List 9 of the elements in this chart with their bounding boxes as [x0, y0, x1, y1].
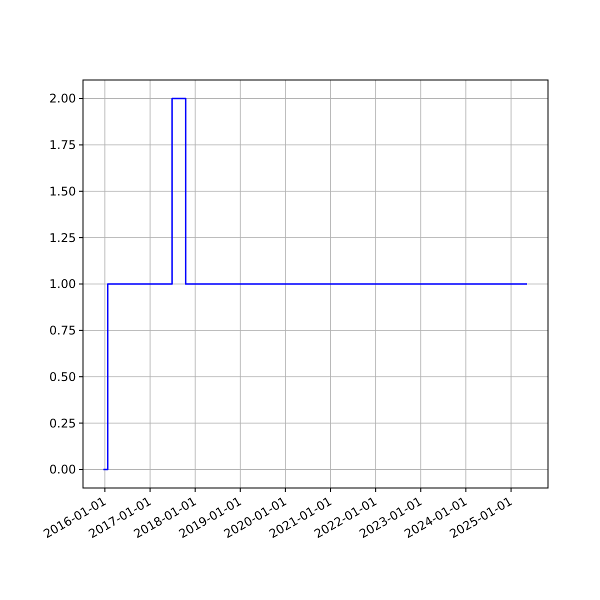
y-tick-label: 1.75: [49, 138, 76, 152]
y-tick-label: 0.25: [49, 416, 76, 430]
y-tick-label: 1.50: [49, 184, 76, 198]
y-tick-label: 1.25: [49, 230, 76, 245]
y-tick-label: 0.75: [49, 324, 76, 338]
y-tick-label: 0.00: [49, 462, 76, 477]
y-tick-label: 1.00: [49, 277, 76, 292]
y-tick-label: 0.50: [49, 370, 76, 384]
y-tick-label: 2.00: [49, 92, 76, 106]
